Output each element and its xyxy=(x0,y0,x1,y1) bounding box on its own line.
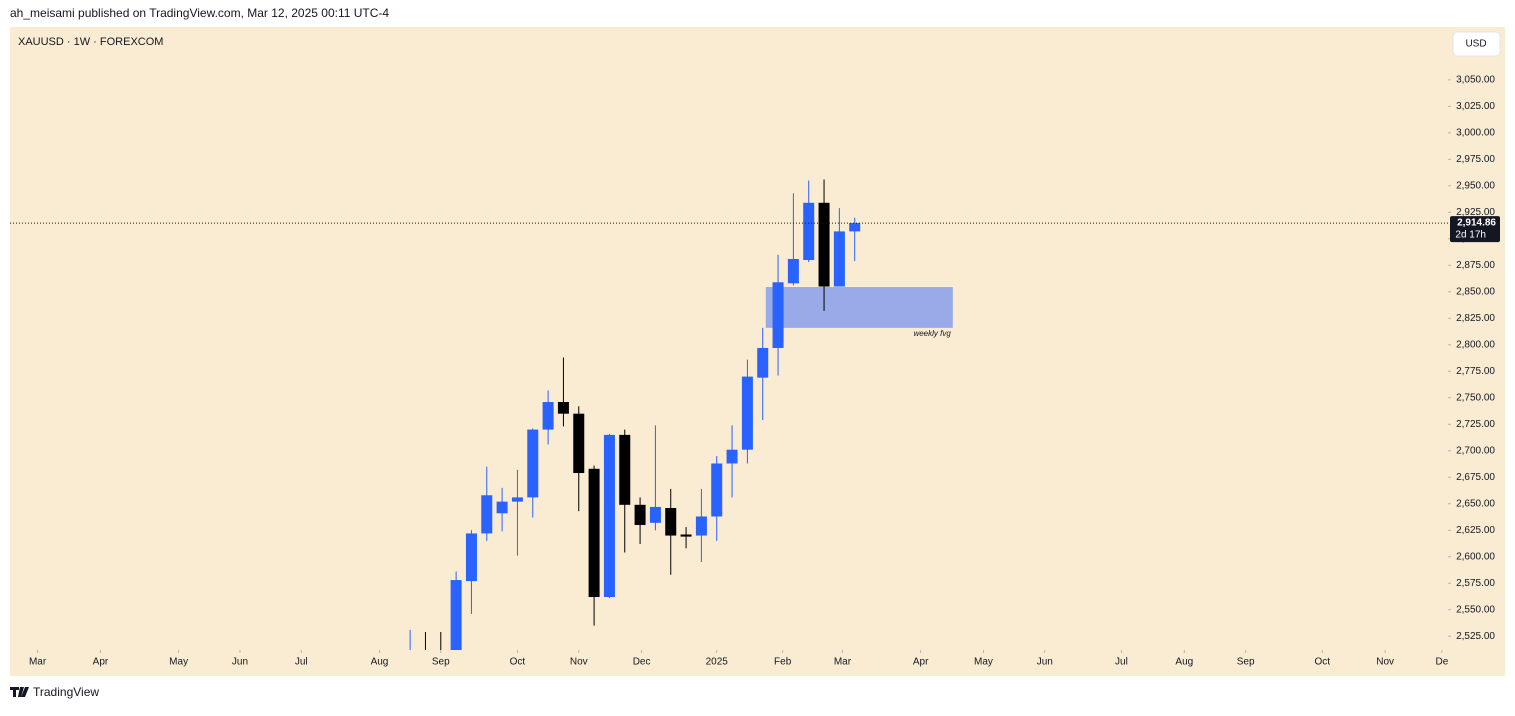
fvg-label: weekly fvg xyxy=(913,329,951,338)
y-tick-label: 3,050.00 xyxy=(1456,75,1495,86)
y-tick-label: 2,625.00 xyxy=(1456,525,1495,536)
y-tick-label: 2,725.00 xyxy=(1456,419,1495,430)
y-tick-label: 2,800.00 xyxy=(1456,339,1495,350)
y-tick-label: 2,975.00 xyxy=(1456,154,1495,165)
candle-body xyxy=(818,202,830,287)
x-tick-label: Oct xyxy=(510,657,526,668)
candle-body xyxy=(619,434,631,505)
y-tick-label: 2,950.00 xyxy=(1456,180,1495,191)
x-tick-label: Dec xyxy=(633,657,651,668)
x-tick-label: De xyxy=(1435,657,1448,668)
candle-body xyxy=(849,223,861,232)
x-tick-label: May xyxy=(974,657,993,668)
x-tick-label: Jul xyxy=(1115,657,1128,668)
x-tick-label: Oct xyxy=(1315,657,1331,668)
y-tick-label: 2,550.00 xyxy=(1456,604,1495,615)
candle-body xyxy=(588,468,600,598)
candle-body xyxy=(695,516,707,536)
x-tick-label: Jul xyxy=(295,657,308,668)
countdown-label: 2d 17h xyxy=(1455,230,1486,241)
symbol-title: XAUUSD · 1W · FOREXCOM xyxy=(18,36,163,48)
candle-body xyxy=(772,282,784,348)
x-tick-label: 2025 xyxy=(706,657,729,668)
y-tick-label: 2,575.00 xyxy=(1456,578,1495,589)
candle-body xyxy=(542,402,554,430)
candle-body xyxy=(649,506,661,523)
candle-body xyxy=(557,402,569,414)
y-tick-label: 2,850.00 xyxy=(1456,286,1495,297)
currency-button[interactable] xyxy=(1452,31,1501,57)
brand-logo xyxy=(10,687,29,697)
candle-body xyxy=(726,449,738,464)
x-tick-label: Aug xyxy=(371,657,389,668)
candle-body xyxy=(573,413,585,474)
x-tick-label: Mar xyxy=(29,657,47,668)
y-tick-label: 2,600.00 xyxy=(1456,551,1495,562)
y-tick-label: 3,025.00 xyxy=(1456,101,1495,112)
x-tick-label: Mar xyxy=(834,657,852,668)
candle-body xyxy=(665,507,677,536)
x-tick-label: Nov xyxy=(570,657,588,668)
y-tick-label: 2,675.00 xyxy=(1456,472,1495,483)
plot-area xyxy=(409,179,953,650)
candle-body xyxy=(787,258,799,284)
y-tick-label: 2,775.00 xyxy=(1456,366,1495,377)
x-tick-label: Nov xyxy=(1376,657,1394,668)
brand-name: TradingView xyxy=(33,685,99,699)
candle-body xyxy=(603,434,615,598)
x-tick-label: Sep xyxy=(1237,657,1255,668)
candle-body xyxy=(527,429,539,498)
y-tick-label: 2,875.00 xyxy=(1456,260,1495,271)
y-tick-label: 2,650.00 xyxy=(1456,498,1495,509)
x-tick-label: Aug xyxy=(1175,657,1193,668)
x-tick-label: Apr xyxy=(93,657,109,668)
candle-body xyxy=(481,495,493,534)
y-tick-label: 2,925.00 xyxy=(1456,207,1495,218)
candle-body xyxy=(757,347,769,378)
candle-body xyxy=(511,497,523,502)
x-tick-label: Jun xyxy=(232,657,248,668)
candle-body xyxy=(450,580,462,650)
currency-label[interactable]: USD xyxy=(1465,39,1486,50)
publish-header: ah_meisami published on TradingView.com,… xyxy=(10,6,389,20)
y-tick-label: 2,700.00 xyxy=(1456,445,1495,456)
candle-body xyxy=(496,501,508,514)
x-tick-label: Feb xyxy=(774,657,792,668)
candle-body xyxy=(711,463,723,517)
x-tick-label: Apr xyxy=(913,657,929,668)
candle-body xyxy=(803,202,815,261)
y-tick-label: 2,750.00 xyxy=(1456,392,1495,403)
last-price-box xyxy=(1450,216,1500,243)
candle-body xyxy=(741,376,753,450)
y-tick-label: 3,000.00 xyxy=(1456,127,1495,138)
candle-body xyxy=(634,504,646,525)
y-tick-label: 2,525.00 xyxy=(1456,631,1495,642)
x-tick-label: Jun xyxy=(1037,657,1053,668)
fvg-zone xyxy=(765,287,953,328)
x-tick-label: May xyxy=(169,657,188,668)
candle-body xyxy=(465,533,477,582)
candle-body xyxy=(680,534,692,537)
candle-body xyxy=(833,231,845,287)
x-tick-label: Sep xyxy=(432,657,450,668)
y-tick-label: 2,825.00 xyxy=(1456,313,1495,324)
last-price-label: 2,914.86 xyxy=(1457,218,1496,229)
